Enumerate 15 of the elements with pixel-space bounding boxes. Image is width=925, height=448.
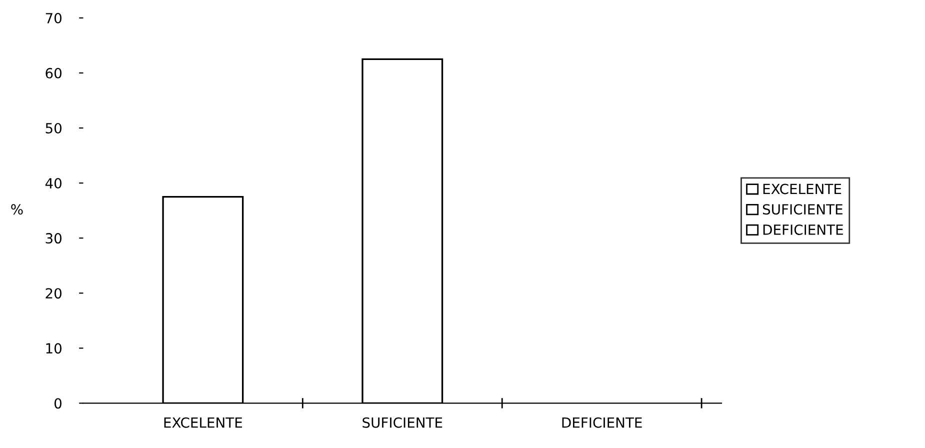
legend-label: DEFICIENTE (763, 224, 843, 235)
x-tick-label: DEFICIENTE (562, 417, 642, 428)
x-tick-label: SUFICIENTE (362, 417, 442, 428)
y-tick-label: 0 (54, 398, 62, 409)
y-tick-label: 60 (46, 68, 62, 78)
y-tick-label: 50 (46, 122, 62, 134)
y-tick-label: 20 (46, 288, 62, 299)
y-axis-title: % (11, 204, 23, 215)
x-tick-label: EXCELENTE (164, 417, 242, 428)
y-tick-label: 40 (45, 178, 62, 189)
y-tick-label: 30 (46, 233, 62, 244)
legend-label: EXCELENTE (763, 184, 842, 194)
y-tick-label: 70 (46, 12, 62, 24)
legend-label: SUFICIENTE (762, 204, 842, 215)
y-tick-label: 10 (46, 343, 62, 354)
